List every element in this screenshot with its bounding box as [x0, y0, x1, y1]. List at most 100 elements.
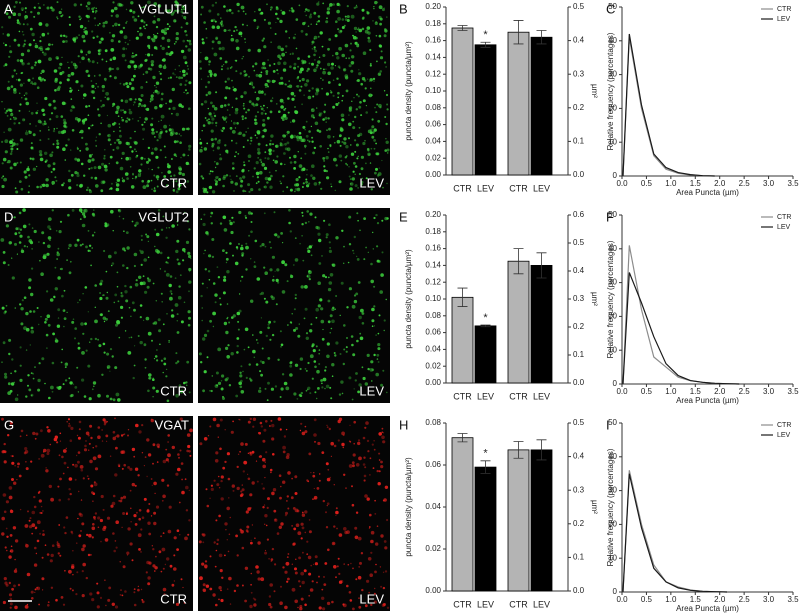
puncta: [282, 445, 286, 450]
puncta: [357, 134, 361, 138]
puncta: [33, 6, 36, 9]
puncta: [311, 40, 315, 44]
puncta: [198, 540, 202, 544]
puncta: [242, 104, 245, 107]
puncta: [364, 87, 367, 90]
puncta: [224, 429, 226, 431]
bar: [451, 437, 474, 592]
puncta: [214, 161, 216, 163]
puncta: [90, 436, 93, 440]
puncta: [303, 317, 306, 320]
puncta: [160, 570, 163, 573]
y-tick-label: 0.06: [425, 120, 441, 129]
puncta: [210, 129, 214, 133]
puncta: [13, 122, 16, 125]
puncta: [63, 325, 65, 328]
puncta: [117, 23, 121, 27]
puncta: [335, 103, 339, 106]
y-tick-label: 40: [608, 36, 617, 45]
puncta: [316, 129, 320, 132]
puncta: [277, 45, 282, 50]
puncta: [240, 5, 245, 10]
puncta: [134, 130, 136, 133]
puncta: [1, 184, 5, 189]
puncta: [19, 303, 22, 306]
puncta: [128, 337, 130, 339]
puncta: [81, 351, 85, 355]
puncta: [95, 184, 99, 188]
puncta: [178, 285, 181, 288]
y-tick-label: 0.00: [425, 378, 441, 387]
puncta: [57, 18, 59, 20]
puncta: [258, 389, 262, 393]
puncta: [242, 370, 244, 373]
puncta: [81, 378, 85, 382]
puncta: [31, 248, 33, 250]
puncta: [87, 127, 91, 130]
puncta: [76, 434, 79, 437]
puncta: [7, 159, 11, 164]
puncta: [358, 597, 360, 600]
puncta: [362, 463, 366, 466]
puncta: [283, 102, 285, 104]
puncta: [42, 183, 46, 187]
puncta: [229, 221, 233, 226]
x-tick-label: 2.5: [739, 387, 751, 396]
puncta: [27, 191, 30, 194]
puncta: [46, 314, 51, 319]
puncta: [256, 25, 260, 29]
puncta: [183, 301, 186, 304]
puncta: [26, 63, 28, 65]
puncta: [384, 570, 388, 573]
puncta: [18, 30, 21, 33]
puncta: [244, 190, 247, 192]
puncta: [293, 308, 296, 311]
puncta: [173, 43, 176, 45]
puncta: [205, 93, 208, 97]
puncta: [87, 434, 90, 437]
puncta: [225, 121, 228, 123]
puncta: [295, 47, 298, 50]
puncta: [34, 591, 36, 594]
error-bar: [513, 441, 524, 459]
puncta: [132, 15, 135, 19]
puncta: [53, 69, 58, 73]
puncta: [80, 84, 84, 88]
puncta: [144, 456, 147, 458]
puncta: [9, 597, 13, 601]
puncta: [116, 271, 119, 274]
puncta: [51, 361, 55, 365]
puncta: [272, 488, 277, 492]
puncta: [30, 142, 33, 145]
puncta: [221, 129, 224, 133]
puncta: [309, 588, 314, 592]
puncta: [353, 161, 356, 165]
puncta: [282, 450, 286, 454]
puncta: [236, 247, 239, 250]
puncta: [153, 358, 156, 360]
puncta: [308, 270, 311, 273]
puncta: [294, 237, 297, 240]
puncta: [41, 51, 44, 54]
puncta: [221, 374, 225, 378]
puncta: [18, 231, 21, 234]
error-bar: [457, 433, 468, 443]
puncta: [296, 138, 300, 142]
puncta: [3, 311, 7, 315]
puncta: [90, 484, 94, 488]
puncta: [219, 418, 223, 422]
puncta: [352, 34, 354, 37]
puncta: [247, 48, 251, 52]
puncta: [91, 84, 95, 88]
puncta: [271, 255, 275, 259]
puncta: [255, 171, 260, 176]
puncta: [135, 36, 139, 40]
puncta: [62, 147, 66, 151]
puncta: [269, 425, 271, 427]
puncta: [328, 38, 332, 41]
puncta: [307, 95, 312, 100]
puncta: [367, 251, 369, 253]
puncta: [296, 85, 300, 88]
puncta: [120, 305, 124, 309]
puncta: [120, 292, 123, 294]
